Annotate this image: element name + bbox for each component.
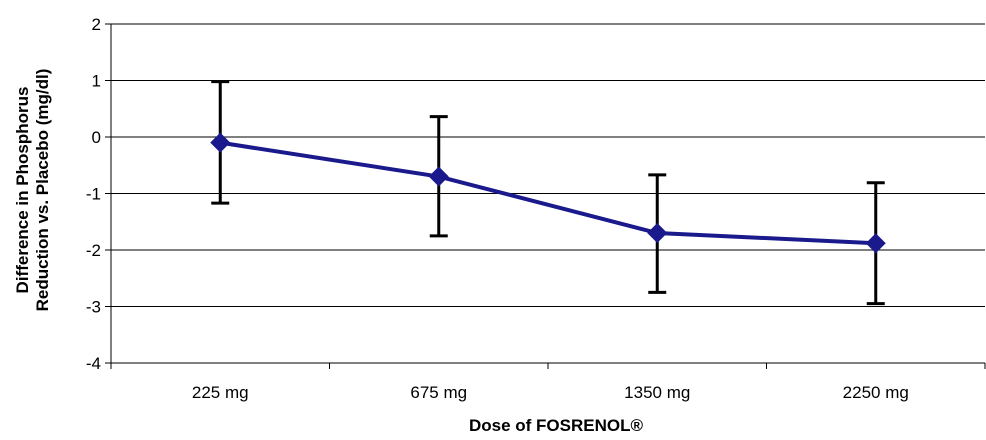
y-tick-label: 0 xyxy=(92,128,101,147)
data-point-marker xyxy=(428,166,449,187)
y-axis-title-line-2: Reduction vs. Placebo (mg/dl) xyxy=(33,69,52,312)
gridlines xyxy=(105,23,986,369)
series-line xyxy=(219,140,876,246)
data-point-marker xyxy=(210,132,231,153)
y-tick-labels: 2 1 0 -1 -2 -3 -4 xyxy=(86,15,101,373)
y-tick-label: -4 xyxy=(86,354,101,373)
x-tick-label: 2250 mg xyxy=(843,383,909,402)
x-tick-label: 675 mg xyxy=(410,383,467,402)
x-tick-label: 1350 mg xyxy=(624,383,690,402)
data-series xyxy=(210,132,886,254)
x-tick-label: 225 mg xyxy=(192,383,249,402)
y-tick-label: 2 xyxy=(92,15,101,34)
data-point-marker xyxy=(865,233,886,254)
y-tick-label: -3 xyxy=(86,298,101,317)
y-tick-label: 1 xyxy=(92,72,101,91)
data-point-marker xyxy=(647,223,668,244)
y-axis-title: Difference in Phosphorus Reduction vs. P… xyxy=(13,69,52,312)
x-tick-labels: 225 mg 675 mg 1350 mg 2250 mg xyxy=(192,383,909,402)
y-tick-label: -2 xyxy=(86,241,101,260)
x-axis-title: Dose of FOSRENOL® xyxy=(469,416,644,435)
error-bars xyxy=(211,80,885,306)
y-axis-title-line-1: Difference in Phosphorus xyxy=(13,87,32,294)
y-tick-label: -1 xyxy=(86,185,101,204)
